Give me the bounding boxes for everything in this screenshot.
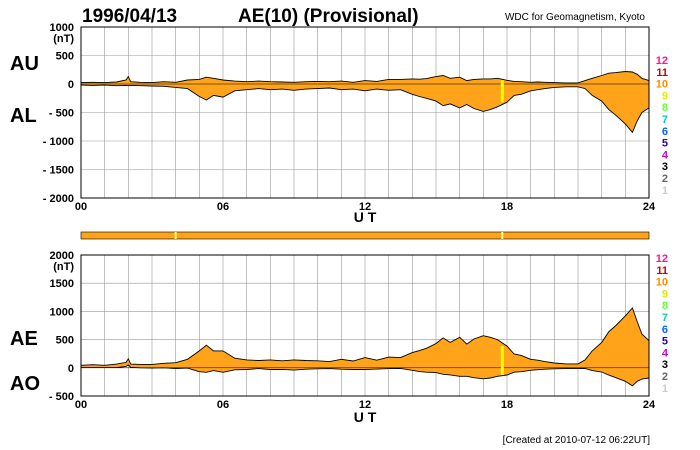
row-label-ae: AE bbox=[10, 328, 38, 350]
scale-legend-label: 11 bbox=[656, 67, 668, 79]
y-tick-label: - 1500 bbox=[43, 165, 74, 177]
plot-frame bbox=[80, 254, 650, 397]
scale-legend-label: 9 bbox=[662, 90, 668, 102]
x-axis-label: U T bbox=[354, 409, 377, 425]
y-tick-label: - 1000 bbox=[43, 136, 74, 148]
series-layer bbox=[80, 307, 650, 387]
status-strip-markers bbox=[174, 232, 504, 239]
series-line-ae bbox=[80, 307, 650, 366]
scale-legend-label: 5 bbox=[662, 336, 668, 348]
series-band-fill bbox=[81, 308, 649, 386]
scale-legend-label: 12 bbox=[656, 55, 668, 67]
x-axis-ticks: 00 06 12 18 24 bbox=[75, 399, 656, 411]
y-tick-label: - 2000 bbox=[43, 193, 74, 205]
scale-legend-label: 2 bbox=[662, 173, 668, 185]
scale-legend-label: 10 bbox=[656, 277, 668, 289]
plot-grid bbox=[81, 255, 649, 396]
scale-legend-label: 9 bbox=[662, 288, 668, 300]
highlight-bar bbox=[500, 80, 504, 103]
x-axis-label: U T bbox=[354, 209, 377, 225]
chart-source: WDC for Geomagnetism, Kyoto bbox=[505, 12, 645, 23]
scale-legend-label: 3 bbox=[662, 359, 668, 371]
scale-legend-label: 12 bbox=[656, 253, 668, 265]
plot-grid bbox=[81, 27, 649, 198]
row-label-ao: AO bbox=[10, 373, 40, 395]
y-axis-ticks: 2000 1500 1000 500 0 - 500 bbox=[49, 250, 74, 403]
x-axis-ticks: 00 06 12 18 24 bbox=[75, 201, 656, 213]
x-tick-label: 06 bbox=[217, 399, 229, 411]
y-tick-label: - 500 bbox=[49, 391, 74, 403]
x-tick-label: 18 bbox=[501, 201, 513, 213]
series-line-au bbox=[80, 71, 650, 84]
x-tick-label: 00 bbox=[75, 399, 87, 411]
y-tick-label: 2000 bbox=[50, 250, 74, 262]
scale-legend-label: 7 bbox=[662, 312, 668, 324]
y-tick-label: 0 bbox=[68, 363, 74, 375]
y-tick-label: 1000 bbox=[50, 22, 74, 34]
status-strip bbox=[80, 231, 650, 240]
y-tick-label: - 500 bbox=[49, 108, 74, 120]
scale-legend-label: 6 bbox=[662, 126, 668, 138]
scale-legend-label: 11 bbox=[656, 265, 668, 277]
row-label-au: AU bbox=[10, 53, 39, 75]
scale-legend-label: 6 bbox=[662, 324, 668, 336]
panel-au-al: 1000 500 0 - 500 - 1000 - 1500 - 2000 00 06 12 18… bbox=[10, 22, 656, 225]
panel-ae-ao: 2000 1500 1000 500 0 - 500 00 06 12 18 24 (nT) AE… bbox=[10, 250, 656, 425]
status-strip-marker bbox=[501, 232, 504, 239]
x-tick-label: 12 bbox=[359, 399, 371, 411]
scale-legend-label: 7 bbox=[662, 114, 668, 126]
scale-legend-label: 10 bbox=[656, 79, 668, 91]
y-tick-label: 500 bbox=[56, 51, 74, 63]
x-tick-label: 24 bbox=[643, 399, 656, 411]
x-tick-label: 12 bbox=[359, 201, 371, 213]
x-tick-label: 24 bbox=[643, 201, 656, 213]
series-layer bbox=[80, 71, 650, 134]
scale-legend-label: 8 bbox=[662, 102, 668, 114]
y-tick-label: 1500 bbox=[50, 278, 74, 290]
scale-legend-label: 5 bbox=[662, 138, 668, 150]
series-band-fill bbox=[81, 71, 649, 133]
highlight-layer bbox=[500, 346, 504, 376]
x-tick-label: 00 bbox=[75, 201, 87, 213]
created-timestamp: [Created at 2010-07-12 06:22UT] bbox=[503, 435, 651, 446]
scale-legend-label: 4 bbox=[662, 347, 669, 359]
y-tick-label: 0 bbox=[68, 79, 74, 91]
chart-title: AE(10) (Provisional) bbox=[238, 6, 419, 27]
scale-legend-label: 4 bbox=[662, 149, 669, 161]
y-unit-label: (nT) bbox=[53, 33, 74, 45]
highlight-bar bbox=[500, 346, 504, 376]
row-label-al: AL bbox=[10, 105, 37, 127]
status-strip-bar bbox=[80, 231, 650, 240]
scale-legend-label: 2 bbox=[662, 371, 668, 383]
y-tick-label: 1000 bbox=[50, 306, 74, 318]
highlight-layer bbox=[500, 80, 504, 103]
series-line-ao bbox=[81, 364, 650, 387]
y-unit-label: (nT) bbox=[53, 261, 74, 273]
series-line-al bbox=[80, 84, 650, 134]
y-axis-ticks: 1000 500 0 - 500 - 1000 - 1500 - 2000 bbox=[43, 22, 74, 205]
x-tick-label: 06 bbox=[217, 201, 229, 213]
scale-legend-label: 3 bbox=[662, 161, 668, 173]
scale-legend-label: 8 bbox=[662, 300, 668, 312]
y-tick-label: 500 bbox=[56, 335, 74, 347]
plot-frame bbox=[80, 26, 650, 199]
chart-date: 1996/04/13 bbox=[82, 6, 177, 27]
scale-legend-label: 1 bbox=[662, 185, 668, 197]
scale-legend-label: 1 bbox=[662, 383, 668, 395]
x-tick-label: 18 bbox=[501, 399, 513, 411]
status-strip-marker bbox=[174, 232, 177, 239]
